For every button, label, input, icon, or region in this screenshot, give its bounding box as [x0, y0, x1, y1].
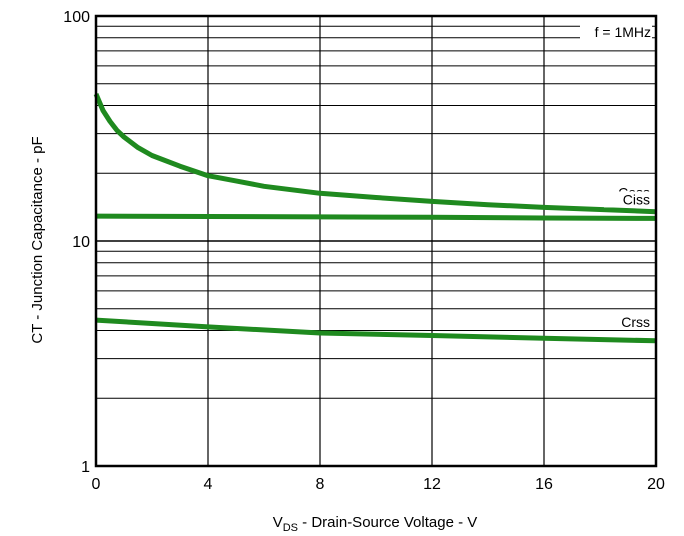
x-tick-label: 8: [316, 476, 325, 493]
x-axis-label-main: V: [273, 514, 283, 531]
series-label-crss: Crss: [621, 314, 650, 330]
x-tick-label: 0: [92, 476, 101, 493]
x-axis-label-rest: - Drain-Source Voltage - V: [298, 514, 477, 531]
y-axis-label: CT - Junction Capacitance - pF: [29, 136, 46, 343]
minor-grid: [96, 25, 656, 399]
y-tick-label: 1: [81, 459, 90, 476]
series-label-bg: [604, 313, 650, 330]
frequency-annotation: f = 1MHz: [595, 24, 651, 40]
y-tick-label: 10: [72, 234, 90, 251]
series-line-coss: [93, 93, 657, 215]
series-label-bg: [604, 191, 650, 208]
series-line-crss: [95, 317, 657, 344]
series-line-ciss: [95, 213, 657, 221]
x-tick-label: 20: [647, 476, 665, 493]
plot-frame: [94, 14, 658, 468]
x-axis-label: VDS - Drain-Source Voltage - V: [273, 514, 478, 534]
x-tick-label: 16: [535, 476, 553, 493]
series-layer: [93, 93, 657, 344]
x-tick-label: 4: [204, 476, 213, 493]
annotation-background: [580, 23, 652, 41]
x-tick-labels: 0 4 8 12 16 20: [92, 476, 665, 493]
x-axis-label-sub: DS: [283, 522, 298, 534]
y-tick-labels: 1 10 100: [63, 9, 90, 476]
series-labels: CossCissCrss: [604, 184, 650, 330]
x-tick-label: 12: [423, 476, 441, 493]
y-tick-label: 100: [63, 9, 90, 26]
series-label-ciss: Ciss: [623, 191, 650, 207]
